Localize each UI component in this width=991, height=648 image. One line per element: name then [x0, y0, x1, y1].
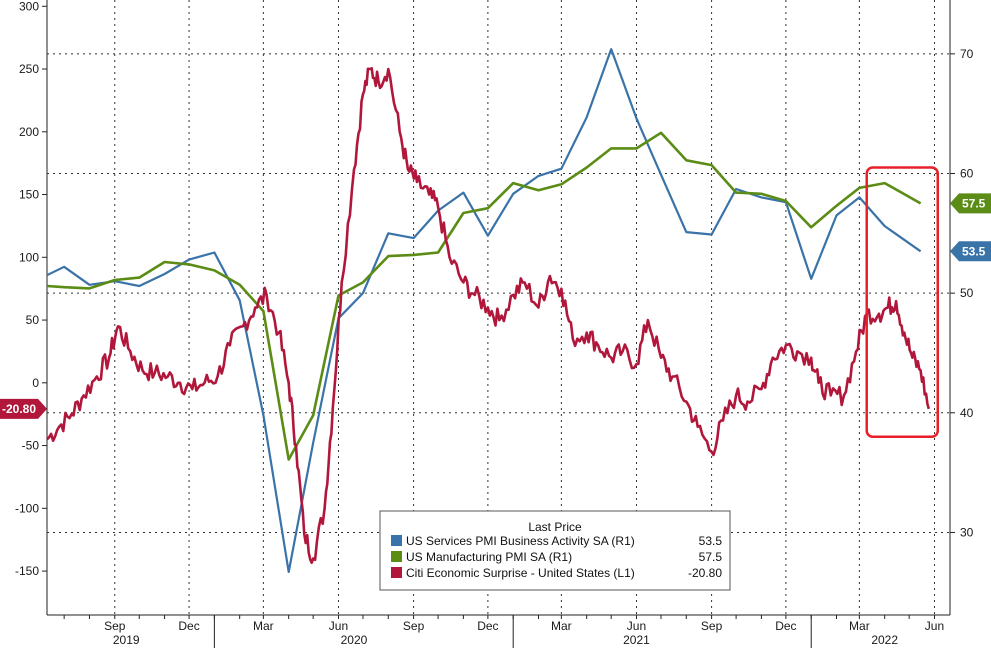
x-tick-label: Jun: [329, 619, 348, 633]
x-tick-label: Dec: [477, 619, 498, 633]
left-tick-label: -100: [15, 501, 39, 515]
series-layer: [46, 47, 931, 574]
right-tick-label: 30: [960, 525, 974, 539]
badge-manufacturing-label: 57.5: [962, 196, 986, 210]
x-tick-label: Mar: [849, 619, 870, 633]
legend-value: -20.80: [688, 566, 722, 580]
badge-citi-shape: [0, 398, 47, 419]
left-tick-label: 200: [19, 125, 39, 139]
badge-citi-label: -20.80: [2, 402, 36, 416]
left-tick-label: 300: [19, 0, 39, 13]
left-tick-label: 100: [19, 250, 39, 264]
right-tick-label: 50: [960, 286, 974, 300]
badge-manufacturing-shape: [950, 193, 991, 214]
series-line-citi: [46, 67, 931, 565]
last-price-badges: 57.5 53.5 -20.80: [0, 193, 991, 419]
year-label: 2020: [341, 633, 368, 647]
badge-services-shape: [950, 241, 991, 262]
right-tick-label: 40: [960, 406, 974, 420]
right-axis: 70 60 50 40 30: [949, 0, 974, 615]
right-tick-label: 70: [960, 47, 974, 61]
left-tick-label: -150: [15, 564, 39, 578]
legend-swatch: [391, 567, 402, 578]
highlight-box: [865, 166, 940, 438]
badge-services-label: 53.5: [962, 244, 986, 258]
right-tick-label: 60: [960, 166, 974, 180]
x-tick-label: Mar: [253, 619, 274, 633]
legend-value: 57.5: [699, 550, 723, 564]
year-label: 2022: [871, 633, 898, 647]
series-line-services: [46, 47, 922, 574]
x-tick-label: Sep: [701, 619, 723, 633]
left-axis: 300 250 200 150 100 50 0 -50 -100 -150: [15, 0, 48, 615]
legend-swatch: [391, 551, 402, 562]
left-tick-label: 50: [26, 313, 40, 327]
year-label: 2021: [623, 633, 650, 647]
x-tick-label: Dec: [775, 619, 796, 633]
x-tick-label: Sep: [104, 619, 126, 633]
x-tick-label: Jun: [627, 619, 646, 633]
legend-label: US Services PMI Business Activity SA (R1…: [406, 534, 635, 548]
left-tick-label: 0: [32, 376, 39, 390]
x-tick-label: Sep: [403, 619, 425, 633]
badge-manufacturing: 57.5: [950, 193, 991, 214]
legend-label: Citi Economic Surprise - United States (…: [406, 566, 635, 580]
x-axis: Sep Dec Mar Jun Sep Dec Mar Jun Sep Dec Mar Jun 2019…: [47, 614, 950, 648]
legend-entries: US Services PMI Business Activity SA (R1…: [391, 534, 722, 580]
x-tick-label: Dec: [178, 619, 199, 633]
left-tick-label: 250: [19, 62, 39, 76]
badge-services: 53.5: [950, 241, 991, 262]
legend: Last Price US Services PMI Business Acti…: [379, 510, 731, 591]
legend-value: 53.5: [699, 534, 723, 548]
year-label: 2019: [113, 633, 140, 647]
left-tick-label: -50: [22, 439, 40, 453]
legend-label: US Manufacturing PMI SA (R1): [406, 550, 572, 564]
series-line-manufacturing: [46, 131, 922, 461]
badge-citi: -20.80: [0, 398, 47, 419]
legend-box: [379, 510, 731, 591]
legend-title: Last Price: [528, 520, 582, 534]
x-tick-label: Mar: [551, 619, 572, 633]
legend-swatch: [391, 535, 402, 546]
left-tick-label: 150: [19, 188, 39, 202]
x-tick-label: Jun: [925, 619, 944, 633]
